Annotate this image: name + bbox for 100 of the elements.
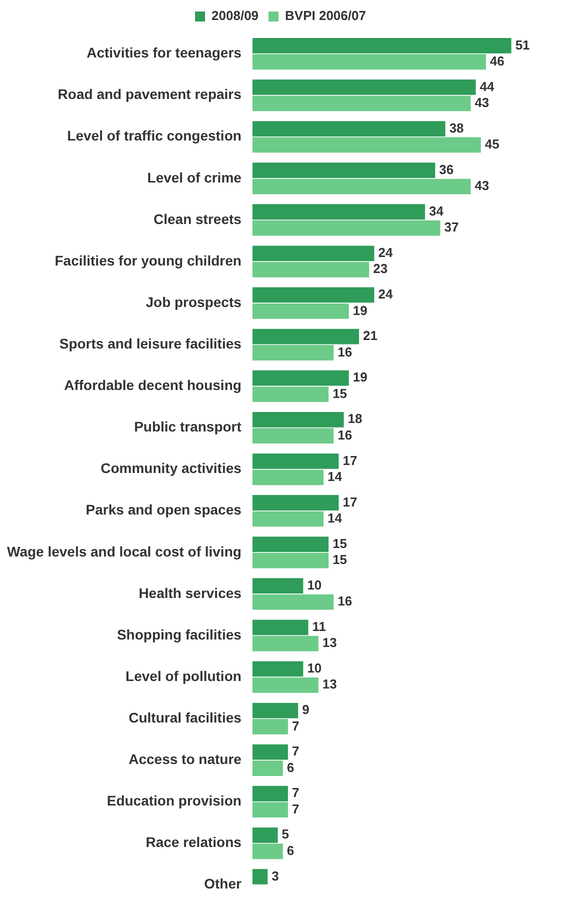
bar <box>252 702 298 718</box>
data-label: 24 <box>378 245 394 260</box>
bar <box>252 636 318 652</box>
data-label: 3 <box>272 868 279 884</box>
bar <box>252 802 288 818</box>
bar <box>252 121 446 136</box>
y-tick-label: Activities for teenagers <box>86 44 242 61</box>
bar <box>252 760 283 776</box>
legend-label: 2008/09 <box>212 8 259 24</box>
bar <box>252 287 374 303</box>
bar <box>252 412 344 428</box>
bar <box>252 220 440 236</box>
y-tick-label: Affordable decent housing <box>64 377 242 394</box>
data-label: 9 <box>302 702 310 718</box>
data-label: 10 <box>307 577 322 592</box>
data-label: 6 <box>286 842 294 858</box>
data-label: 13 <box>322 635 337 650</box>
data-label: 23 <box>373 261 388 276</box>
bar <box>252 677 318 693</box>
data-label: 17 <box>342 494 358 510</box>
data-label: 17 <box>342 452 358 468</box>
y-tick-label: Parks and open spaces <box>86 502 242 518</box>
bar <box>252 96 471 112</box>
bar <box>252 869 268 884</box>
y-tick-label: Clean streets <box>153 210 242 227</box>
data-label: 18 <box>348 411 362 426</box>
data-label: 37 <box>444 220 459 235</box>
bar <box>252 54 486 70</box>
data-label: 7 <box>292 718 300 734</box>
y-tick-label: Facilities for young children <box>54 252 242 268</box>
data-label: 19 <box>352 370 368 385</box>
data-label: 45 <box>484 136 500 152</box>
y-tick-label: Level of traffic congestion <box>67 128 242 144</box>
data-label: 15 <box>332 386 348 401</box>
y-tick-label: Shopping facilities <box>116 626 242 642</box>
bar <box>252 620 308 636</box>
y-tick-label: Level of pollution <box>126 668 242 684</box>
bar <box>252 844 283 860</box>
data-label: 21 <box>363 328 378 344</box>
data-label: 34 <box>429 203 444 218</box>
bar <box>252 137 481 153</box>
data-label: 44 <box>480 78 496 94</box>
bar <box>252 594 334 610</box>
bar <box>252 744 288 760</box>
data-label: 43 <box>474 95 490 110</box>
y-tick-label: Other <box>204 876 242 892</box>
bar <box>252 552 329 568</box>
bar <box>252 661 304 677</box>
bar <box>252 786 288 802</box>
bar <box>252 262 370 278</box>
data-label: 15 <box>332 536 348 551</box>
data-label: 16 <box>338 594 352 609</box>
data-label: 46 <box>490 53 504 68</box>
data-label: 14 <box>328 468 343 484</box>
data-label: 19 <box>352 302 368 318</box>
y-tick-label: Road and pavement repairs <box>58 86 242 102</box>
bar <box>252 162 436 178</box>
bar <box>252 204 426 220</box>
bar <box>252 178 471 194</box>
bar <box>252 345 334 360</box>
data-label: 16 <box>338 344 352 360</box>
y-tick-label: Job prospects <box>146 294 242 310</box>
data-label: 51 <box>515 37 530 52</box>
bar <box>252 827 278 843</box>
data-label: 16 <box>338 427 352 442</box>
data-label: 13 <box>322 676 337 692</box>
legend-label: BVPI 2006/07 <box>285 8 366 24</box>
bar <box>252 536 329 552</box>
data-label: 5 <box>282 826 290 842</box>
y-tick-label: Public transport <box>134 418 242 435</box>
bar <box>252 303 349 319</box>
y-tick-label: Health services <box>138 584 242 601</box>
data-label: 6 <box>286 760 294 775</box>
y-tick-label: Education provision <box>106 792 242 809</box>
bar <box>252 80 476 95</box>
data-label: 36 <box>439 162 454 177</box>
y-tick-label: Sports and leisure facilities <box>59 336 242 352</box>
y-tick-label: Level of crime <box>147 169 242 186</box>
y-tick-label: Race relations <box>146 834 242 850</box>
bar <box>252 454 339 469</box>
data-label: 11 <box>312 618 326 634</box>
bar <box>252 428 334 444</box>
bar <box>252 246 374 262</box>
y-tick-label: Community activities <box>100 460 242 476</box>
data-label: 14 <box>328 510 343 526</box>
data-label: 7 <box>292 744 300 759</box>
data-label: 10 <box>307 660 322 676</box>
bar <box>252 328 360 344</box>
bar <box>252 511 324 527</box>
bar <box>252 495 339 510</box>
y-tick-label: Wage levels and local cost of living <box>6 543 242 560</box>
bar <box>252 470 324 486</box>
data-label: 15 <box>332 552 348 568</box>
data-label: 7 <box>292 801 300 816</box>
data-label: 24 <box>378 286 394 302</box>
data-label: 38 <box>449 120 464 136</box>
bar <box>252 370 349 386</box>
bar <box>252 578 304 594</box>
data-label: 7 <box>292 785 300 800</box>
bar <box>252 38 512 54</box>
